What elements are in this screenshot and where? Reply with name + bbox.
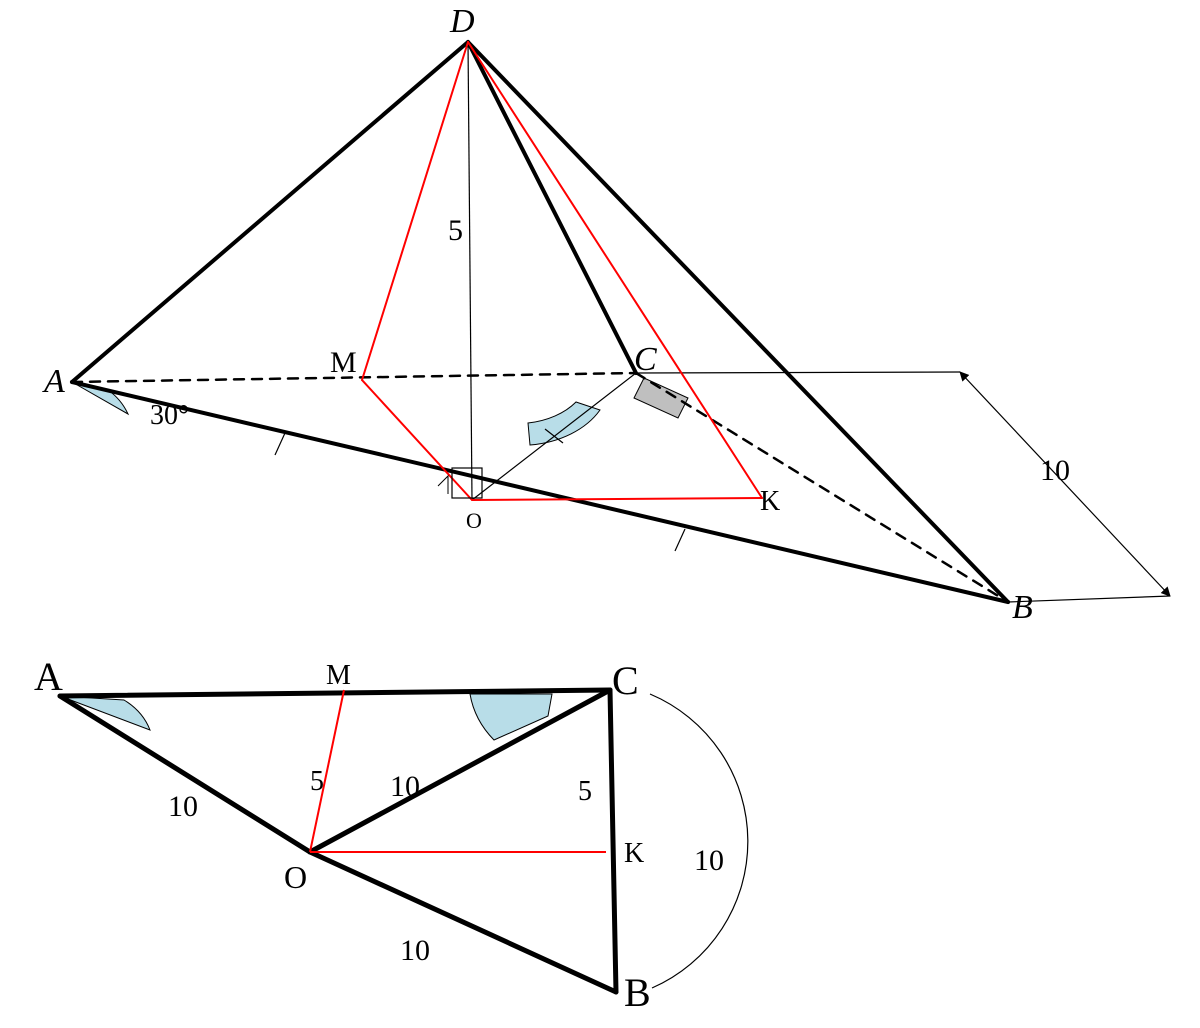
geometry-figure: A D M C B O K 5 30° 10 A M C O K B 10 10 10 5 5 10 <box>0 0 1200 1028</box>
label-h5: 5 <box>448 214 463 247</box>
label-B: B <box>624 970 651 1015</box>
label-nCB: 10 <box>694 844 724 877</box>
parallelogram-C-marker <box>634 378 688 418</box>
label-O: O <box>284 859 307 895</box>
label-D: D <box>449 3 475 40</box>
label-K: K <box>624 838 644 869</box>
label-nOB: 10 <box>400 934 430 967</box>
angle-C-marker <box>470 694 552 740</box>
label-M: M <box>326 660 351 691</box>
label-nCK: 5 <box>578 776 592 807</box>
top-3d-pyramid: A D M C B O K 5 30° 10 <box>42 3 1170 626</box>
label-nMO: 5 <box>310 766 324 797</box>
bottom-plan-triangle: A M C O K B 10 10 10 5 5 10 <box>34 654 748 1015</box>
arc-CB <box>650 694 748 988</box>
label-A: A <box>42 363 65 400</box>
angle-C-marker <box>528 402 600 445</box>
label-M: M <box>330 346 357 379</box>
label-O: O <box>466 508 482 533</box>
label-nAO: 10 <box>168 790 198 823</box>
label-C: C <box>612 658 639 703</box>
label-B: B <box>1012 589 1033 626</box>
label-a30: 30° <box>150 400 189 431</box>
label-C: C <box>634 341 657 378</box>
label-A: A <box>34 654 63 699</box>
label-K: K <box>760 486 780 517</box>
label-nOC: 10 <box>390 770 420 803</box>
label-r10: 10 <box>1040 454 1070 487</box>
